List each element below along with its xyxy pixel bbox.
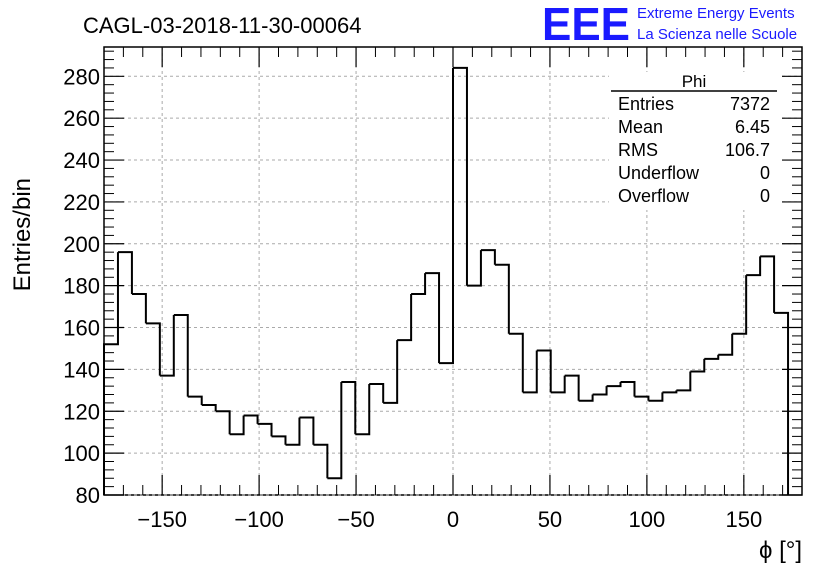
stats-box-title: Phi: [682, 72, 707, 91]
histogram-bin: [774, 311, 790, 495]
y-tick-label: 120: [63, 399, 100, 424]
histogram-bin: [746, 256, 762, 277]
y-tick-label: 220: [63, 190, 100, 215]
y-tick-label: 160: [63, 316, 100, 341]
x-tick-label: 150: [725, 507, 762, 532]
histogram-bin: [620, 380, 636, 397]
eee-logo: EEE Extreme Energy Events La Scienza nel…: [542, 0, 797, 50]
histogram-bin: [760, 255, 776, 313]
histogram-bin: [145, 322, 161, 376]
histogram-bin: [648, 392, 664, 402]
histogram-bin: [522, 350, 538, 394]
eee-logo-mark: EEE: [542, 0, 630, 50]
y-tick-label: 140: [63, 357, 100, 382]
eee-logo-line1: Extreme Energy Events: [637, 5, 795, 22]
histogram-bin: [439, 67, 454, 365]
histogram-bin: [327, 381, 343, 480]
histogram-bin: [341, 380, 357, 435]
y-tick-label: 80: [76, 483, 100, 508]
histogram-bin: [578, 394, 594, 402]
x-tick-label: −150: [137, 507, 187, 532]
histogram-bin: [718, 333, 734, 356]
histogram-bin: [355, 384, 371, 436]
x-tick-label: 0: [447, 507, 459, 532]
histogram-bin: [453, 66, 468, 286]
histogram-bin: [466, 250, 482, 287]
histogram-bin: [173, 313, 189, 397]
histogram-bin: [592, 386, 608, 396]
stats-row-label: Mean: [618, 117, 663, 137]
x-tick-label: −100: [234, 507, 284, 532]
histogram-bin: [285, 417, 301, 446]
x-axis-label: ϕ [°]: [759, 537, 802, 564]
y-tick-label: 200: [63, 232, 100, 257]
tick-labels: 80 100 120 140 160 180 200 220 240 260 280 −150 −100…: [63, 64, 762, 532]
histogram-bin: [201, 403, 217, 412]
histogram-bin: [550, 375, 566, 394]
histogram-bin: [117, 251, 133, 295]
histogram-bin: [299, 416, 315, 445]
stats-row-value: 6.45: [735, 117, 770, 137]
histogram-bin: [383, 340, 399, 404]
x-tick-label: 100: [629, 507, 666, 532]
y-tick-label: 100: [63, 441, 100, 466]
histogram-bin: [676, 371, 692, 392]
x-tick-label: 50: [538, 507, 562, 532]
stats-row-value: 106.7: [725, 140, 770, 160]
stats-row-label: Underflow: [618, 163, 700, 183]
y-tick-label: 240: [63, 148, 100, 173]
histogram-bin: [187, 395, 203, 405]
histogram-bin: [634, 395, 650, 401]
y-tick-label: 180: [63, 274, 100, 299]
histogram-bins: [103, 66, 790, 495]
stats-row-value: 7372: [730, 94, 770, 114]
histogram-bin: [704, 354, 720, 360]
histogram-bin: [690, 358, 706, 373]
stats-box-background: [609, 72, 779, 210]
histogram-bin: [215, 410, 231, 435]
eee-logo-line2: La Scienza nelle Scuole: [637, 26, 797, 43]
histogram-bin: [480, 249, 496, 265]
chart-title: CAGL-03-2018-11-30-00064: [83, 13, 361, 38]
stats-box-rows: Entries 7372 Mean 6.45 RMS 106.7 Underflow 0 Ove…: [618, 94, 770, 206]
y-axis-label: Entries/bin: [9, 178, 36, 291]
histogram-bin: [564, 374, 580, 401]
histogram-bin: [313, 443, 329, 479]
histogram-bin: [411, 273, 427, 296]
histogram-bin: [131, 293, 147, 324]
histogram-bin: [159, 314, 175, 377]
stats-row-label: RMS: [618, 140, 658, 160]
histogram-bin: [536, 349, 552, 393]
stats-box: Phi Entries 7372 Mean 6.45 RMS 106.7 Underflow…: [609, 72, 779, 210]
stats-row-value: 0: [760, 163, 770, 183]
stats-row-label: Entries: [618, 94, 674, 114]
histogram-bin: [369, 383, 385, 403]
histogram-bin: [229, 415, 245, 436]
histogram-bin: [103, 252, 119, 495]
histogram-bin: [662, 390, 678, 394]
histogram-bin: [271, 435, 287, 445]
histogram-bin: [508, 332, 524, 393]
histogram-bin: [257, 422, 273, 437]
y-tick-label: 260: [63, 106, 100, 131]
histogram-bin: [243, 414, 259, 424]
y-tick-label: 280: [63, 64, 100, 89]
histogram-bin: [732, 275, 748, 335]
x-tick-label: −50: [337, 507, 374, 532]
stats-row-value: 0: [760, 186, 770, 206]
stats-row-label: Overflow: [618, 186, 690, 206]
histogram-bin: [606, 381, 622, 388]
histogram-bin: [397, 294, 413, 342]
histogram-bin: [425, 272, 441, 364]
histogram-bin: [494, 263, 510, 334]
